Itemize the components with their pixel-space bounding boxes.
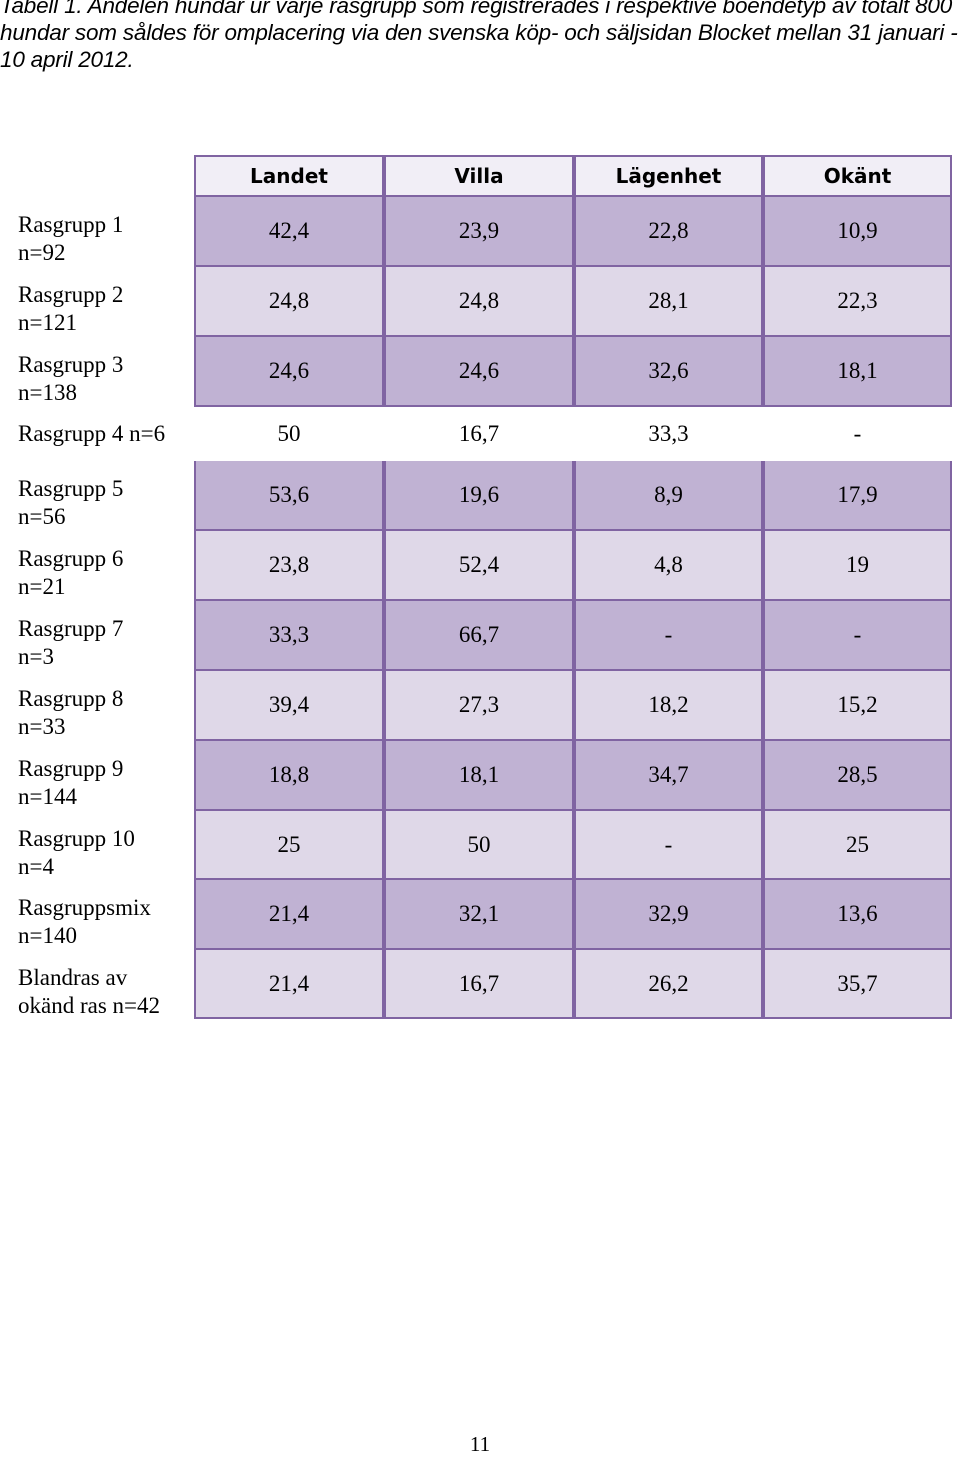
page-number: 11 [469,1432,491,1456]
table-cell: - [574,601,763,671]
table-cell: 18,1 [763,337,952,407]
table-cell: - [574,811,763,880]
table-cell: 27,3 [384,671,574,741]
table-cell: 24,8 [194,267,384,337]
table-cell: 32,9 [574,880,763,950]
column-header: Villa [384,155,574,197]
column-header: Landet [194,155,384,197]
table-cell: 32,6 [574,337,763,407]
row-label: Rasgrupp 10 n=4 [18,826,135,879]
table-cell: 50 [384,811,574,880]
table-cell: 16,7 [384,950,574,1019]
table-cell: 15,2 [763,671,952,741]
table-cell: 50 [194,407,384,461]
table-cell: 28,5 [763,741,952,811]
table-cell: 18,1 [384,741,574,811]
row-label: Rasgrupp 3 n=138 [18,352,124,405]
table-cell: 33,3 [574,407,763,461]
table-cell: 39,4 [194,671,384,741]
table-cell: 24,8 [384,267,574,337]
table-caption: Tabell 1. Andelen hundar ur varje rasgru… [0,0,958,72]
table-cell: 4,8 [574,531,763,601]
row-label: Rasgrupp 4 n=6 [18,421,166,446]
table-cell: 16,7 [384,407,574,461]
table-cell: - [763,407,952,461]
table-cell: 24,6 [384,337,574,407]
table-cell: 19,6 [384,461,574,531]
table-cell: 18,8 [194,741,384,811]
table-cell: 35,7 [763,950,952,1019]
table-cell: 18,2 [574,671,763,741]
table-cell: 19 [763,531,952,601]
table-cell: 17,9 [763,461,952,531]
table-cell: 8,9 [574,461,763,531]
row-label: Rasgrupp 8 n=33 [18,686,124,739]
row-label: Rasgrupp 9 n=144 [18,756,124,809]
row-label: Blandras av okänd ras n=42 [18,965,160,1018]
table-cell: 66,7 [384,601,574,671]
table-cell: 32,1 [384,880,574,950]
row-label: Rasgrupp 6 n=21 [18,546,124,599]
table-cell: 34,7 [574,741,763,811]
table-cell: 22,8 [574,197,763,267]
table-cell: 23,8 [194,531,384,601]
table-cell: 52,4 [384,531,574,601]
row-label: Rasgrupp 5 n=56 [18,476,124,529]
table-cell: 26,2 [574,950,763,1019]
table-cell: 23,9 [384,197,574,267]
table-cell: 22,3 [763,267,952,337]
table-cell: 53,6 [194,461,384,531]
table-cell: 28,1 [574,267,763,337]
column-header: Okänt [763,155,952,197]
column-header: Lägenhet [574,155,763,197]
table-cell: 25 [763,811,952,880]
table-cell: 33,3 [194,601,384,671]
row-label: Rasgrupp 2 n=121 [18,282,124,335]
table-cell: 24,6 [194,337,384,407]
table-cell: 13,6 [763,880,952,950]
row-label: Rasgrupp 1 n=92 [18,212,124,265]
row-label: Rasgruppsmix n=140 [18,895,151,948]
table-cell: - [763,601,952,671]
table-cell: 25 [194,811,384,880]
table-cell: 21,4 [194,950,384,1019]
row-label: Rasgrupp 7 n=3 [18,616,124,669]
table-cell: 10,9 [763,197,952,267]
table-cell: 21,4 [194,880,384,950]
table-cell: 42,4 [194,197,384,267]
